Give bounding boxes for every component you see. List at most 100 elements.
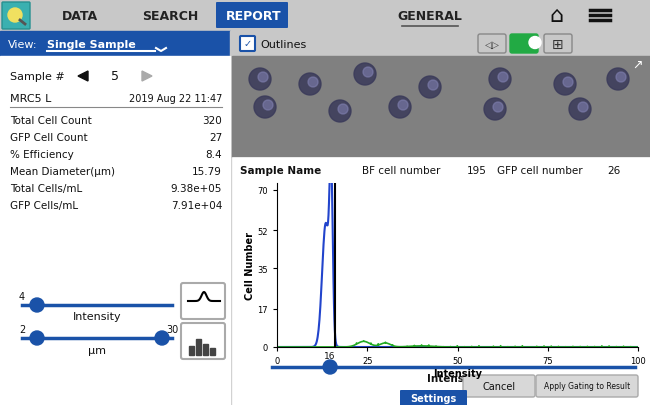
- Circle shape: [329, 101, 351, 123]
- Text: Total Cells/mL: Total Cells/mL: [10, 183, 83, 194]
- Text: Single Sample: Single Sample: [47, 39, 136, 49]
- FancyBboxPatch shape: [463, 375, 535, 397]
- Circle shape: [363, 68, 373, 78]
- Circle shape: [489, 69, 511, 91]
- FancyBboxPatch shape: [478, 35, 506, 54]
- Text: GFP Cells/mL: GFP Cells/mL: [10, 200, 78, 211]
- Text: ◁▷: ◁▷: [484, 39, 499, 49]
- Circle shape: [254, 97, 276, 119]
- Circle shape: [308, 78, 318, 88]
- Text: Total Cell Count: Total Cell Count: [10, 116, 92, 126]
- Text: Sample #: Sample #: [10, 72, 65, 82]
- Text: DATA: DATA: [62, 9, 98, 22]
- Circle shape: [529, 37, 541, 49]
- Text: Settings: Settings: [410, 393, 456, 403]
- Circle shape: [498, 73, 508, 83]
- Text: GENERAL: GENERAL: [398, 9, 462, 22]
- Circle shape: [428, 81, 438, 91]
- Circle shape: [299, 74, 321, 96]
- Text: 30: 30: [166, 324, 178, 334]
- Bar: [232, 57, 650, 158]
- Circle shape: [419, 77, 441, 99]
- FancyBboxPatch shape: [544, 35, 572, 54]
- Y-axis label: Cell Number: Cell Number: [244, 231, 255, 299]
- Circle shape: [323, 360, 337, 374]
- Circle shape: [155, 331, 169, 345]
- Bar: [0, 57, 230, 405]
- Polygon shape: [142, 72, 152, 82]
- Text: ✓: ✓: [244, 39, 252, 49]
- Circle shape: [616, 73, 626, 83]
- Text: 4: 4: [19, 291, 25, 301]
- Circle shape: [8, 9, 22, 23]
- Circle shape: [569, 99, 591, 121]
- Text: ⊞: ⊞: [552, 37, 564, 51]
- Text: 7.91e+04: 7.91e+04: [170, 200, 222, 211]
- Text: Outlines: Outlines: [260, 39, 306, 49]
- Circle shape: [563, 78, 573, 88]
- Text: Intensity: Intensity: [73, 311, 122, 321]
- Bar: [210, 348, 215, 355]
- Text: 9.38e+05: 9.38e+05: [170, 183, 222, 194]
- Text: REPORT: REPORT: [226, 9, 282, 22]
- Text: Sample Name: Sample Name: [240, 166, 321, 175]
- Text: Cancel: Cancel: [482, 381, 515, 391]
- Polygon shape: [78, 72, 88, 82]
- Circle shape: [354, 64, 376, 86]
- Text: SEARCH: SEARCH: [142, 9, 198, 22]
- Text: % Efficiency: % Efficiency: [10, 149, 73, 160]
- Circle shape: [258, 73, 268, 83]
- Text: BF cell number: BF cell number: [362, 166, 441, 175]
- Bar: [230, 32, 650, 57]
- Circle shape: [30, 298, 44, 312]
- Text: ↗: ↗: [632, 58, 643, 71]
- Bar: [610, 72, 635, 90]
- Text: GFP cell number: GFP cell number: [497, 166, 582, 175]
- Circle shape: [398, 101, 408, 111]
- Circle shape: [263, 101, 273, 111]
- Circle shape: [389, 97, 411, 119]
- Circle shape: [30, 331, 44, 345]
- Bar: [189, 346, 194, 355]
- Circle shape: [578, 103, 588, 113]
- Circle shape: [484, 99, 506, 121]
- Text: 320: 320: [202, 116, 222, 126]
- Text: Apply Gating to Result: Apply Gating to Result: [544, 382, 630, 390]
- Text: 27: 27: [209, 133, 222, 143]
- Circle shape: [493, 103, 503, 113]
- FancyBboxPatch shape: [181, 323, 225, 359]
- Text: μm: μm: [88, 345, 106, 355]
- Text: View:: View:: [8, 39, 38, 49]
- FancyBboxPatch shape: [2, 3, 30, 30]
- Text: 195: 195: [467, 166, 487, 175]
- FancyBboxPatch shape: [400, 390, 467, 405]
- FancyBboxPatch shape: [181, 284, 225, 319]
- Bar: [196, 339, 201, 355]
- Circle shape: [607, 69, 629, 91]
- FancyBboxPatch shape: [240, 37, 255, 52]
- FancyBboxPatch shape: [510, 35, 538, 54]
- Text: ⌂: ⌂: [549, 6, 563, 26]
- Bar: [0, 32, 230, 57]
- Text: 16: 16: [324, 352, 336, 360]
- FancyBboxPatch shape: [536, 375, 638, 397]
- Text: 2: 2: [19, 324, 25, 334]
- Text: Mean Diameter(μm): Mean Diameter(μm): [10, 166, 115, 177]
- Bar: [232, 158, 650, 405]
- Text: GFP Cell Count: GFP Cell Count: [10, 133, 88, 143]
- FancyBboxPatch shape: [216, 3, 288, 29]
- Circle shape: [338, 105, 348, 115]
- X-axis label: Intensity: Intensity: [433, 368, 482, 378]
- Text: MRC5 L: MRC5 L: [10, 94, 51, 104]
- Bar: [203, 344, 208, 355]
- Text: 26: 26: [607, 166, 620, 175]
- Circle shape: [554, 74, 576, 96]
- Circle shape: [249, 69, 271, 91]
- Text: 8.4: 8.4: [205, 149, 222, 160]
- Text: 2019 Aug 22 11:47: 2019 Aug 22 11:47: [129, 94, 222, 104]
- Bar: [0, 0, 650, 32]
- Bar: [0, 0, 650, 32]
- Text: 5: 5: [111, 70, 119, 83]
- Text: Intensity: Intensity: [428, 373, 480, 383]
- Text: 15.79: 15.79: [192, 166, 222, 177]
